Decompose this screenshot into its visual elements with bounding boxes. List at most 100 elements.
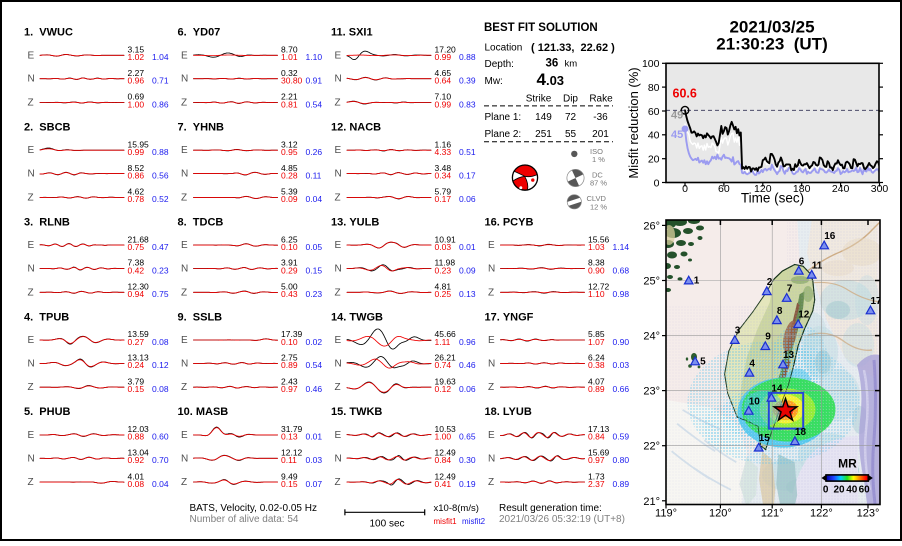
svg-text:km: km xyxy=(565,59,578,70)
svg-text:6: 6 xyxy=(799,256,805,267)
svg-text:2021/03/26 05:32:19 (UT+8): 2021/03/26 05:32:19 (UT+8) xyxy=(499,514,625,525)
svg-text:2: 2 xyxy=(767,277,773,288)
svg-text:0.03: 0.03 xyxy=(435,242,452,252)
svg-text:23°: 23° xyxy=(643,386,660,398)
svg-text:Z: Z xyxy=(488,477,494,488)
svg-text:0.86: 0.86 xyxy=(152,99,169,109)
svg-text:13: 13 xyxy=(783,350,795,361)
svg-text:8: 8 xyxy=(777,306,783,317)
svg-text:E: E xyxy=(181,145,188,156)
svg-text:Dip: Dip xyxy=(563,94,578,105)
svg-text:1.07: 1.07 xyxy=(588,337,605,347)
svg-text:Time (sec): Time (sec) xyxy=(741,190,804,205)
svg-text:45.66: 45.66 xyxy=(435,329,457,339)
svg-text:0.08: 0.08 xyxy=(152,337,169,347)
svg-text:3: 3 xyxy=(735,326,741,337)
svg-text:5.00: 5.00 xyxy=(281,282,298,292)
svg-text:0.04: 0.04 xyxy=(306,194,323,204)
svg-text:7: 7 xyxy=(787,284,793,295)
svg-text:0.92: 0.92 xyxy=(128,455,145,465)
svg-text:0.15: 0.15 xyxy=(306,265,323,275)
svg-text:0: 0 xyxy=(654,177,660,189)
svg-text:0.64: 0.64 xyxy=(435,76,452,86)
svg-text:45: 45 xyxy=(671,129,683,141)
svg-text:0.19: 0.19 xyxy=(459,479,476,489)
svg-text:3.79: 3.79 xyxy=(128,376,145,386)
svg-text:17.13: 17.13 xyxy=(588,424,610,434)
svg-text:1: 1 xyxy=(694,276,700,287)
svg-text:21°: 21° xyxy=(643,496,660,508)
svg-text:19.63: 19.63 xyxy=(435,376,457,386)
svg-text:0.43: 0.43 xyxy=(281,289,298,299)
svg-text:2.75: 2.75 xyxy=(281,353,298,363)
svg-text:2.37: 2.37 xyxy=(588,479,605,489)
svg-text:31.79: 31.79 xyxy=(281,424,303,434)
svg-text:0.46: 0.46 xyxy=(459,360,476,370)
svg-text:0.68: 0.68 xyxy=(613,265,630,275)
svg-text:Location: Location xyxy=(485,43,523,54)
svg-text:0.28: 0.28 xyxy=(281,170,298,180)
svg-text:N: N xyxy=(488,264,495,275)
svg-text:misfit2: misfit2 xyxy=(462,517,486,526)
svg-text:20: 20 xyxy=(648,154,660,166)
svg-text:0.97: 0.97 xyxy=(281,384,298,394)
svg-text:251: 251 xyxy=(535,129,552,140)
svg-text:15: 15 xyxy=(759,433,771,444)
svg-text:9. SSLB: 9. SSLB xyxy=(178,311,223,323)
svg-text:0.29: 0.29 xyxy=(281,265,298,275)
svg-text:Z: Z xyxy=(181,287,187,298)
svg-text:0.54: 0.54 xyxy=(306,99,323,109)
svg-text:Z: Z xyxy=(488,382,494,393)
svg-text:0.80: 0.80 xyxy=(613,455,630,465)
svg-text:0.81: 0.81 xyxy=(281,99,298,109)
svg-text:0.05: 0.05 xyxy=(306,242,323,252)
svg-text:87 %: 87 % xyxy=(590,179,607,188)
svg-text:Misfit reduction (%): Misfit reduction (%) xyxy=(626,67,641,178)
svg-text:25°: 25° xyxy=(643,276,660,288)
svg-text:149: 149 xyxy=(535,112,552,123)
svg-text:0.75: 0.75 xyxy=(128,242,145,252)
svg-text:12.72: 12.72 xyxy=(588,282,610,292)
svg-text:0.32: 0.32 xyxy=(281,68,298,78)
svg-text:N: N xyxy=(181,453,188,464)
svg-text:1.02: 1.02 xyxy=(128,52,145,62)
svg-text:4.07: 4.07 xyxy=(588,376,605,386)
svg-text:0.06: 0.06 xyxy=(459,384,476,394)
svg-text:Depth:: Depth: xyxy=(485,59,514,70)
svg-text:15.69: 15.69 xyxy=(588,448,610,458)
svg-text:0.24: 0.24 xyxy=(128,360,145,370)
svg-text:12.12: 12.12 xyxy=(281,448,303,458)
svg-text:121°: 121° xyxy=(761,508,784,520)
svg-text:N: N xyxy=(28,358,35,369)
svg-text:10: 10 xyxy=(749,396,761,407)
svg-text:21.68: 21.68 xyxy=(128,234,150,244)
svg-text:0.52: 0.52 xyxy=(152,194,169,204)
svg-text:10.53: 10.53 xyxy=(435,424,457,434)
svg-text:15. TWKB: 15. TWKB xyxy=(331,406,382,418)
svg-text:Mw:: Mw: xyxy=(485,76,503,87)
svg-text:60: 60 xyxy=(648,106,660,118)
svg-text:18: 18 xyxy=(795,427,807,438)
svg-text:Rake: Rake xyxy=(589,94,613,105)
svg-text:18. LYUB: 18. LYUB xyxy=(485,406,532,418)
svg-text:E: E xyxy=(28,145,35,156)
svg-text:0.17: 0.17 xyxy=(435,194,452,204)
svg-text:0.59: 0.59 xyxy=(613,432,630,442)
svg-text:0.88: 0.88 xyxy=(152,147,169,157)
svg-text:1.16: 1.16 xyxy=(435,139,452,149)
svg-text:N: N xyxy=(28,169,35,180)
svg-text:E: E xyxy=(28,50,35,61)
svg-text:0.54: 0.54 xyxy=(306,360,323,370)
svg-text:4.33: 4.33 xyxy=(435,147,452,157)
svg-text:0.27: 0.27 xyxy=(128,337,145,347)
svg-text:0.70: 0.70 xyxy=(152,455,169,465)
svg-text:12 %: 12 % xyxy=(590,203,607,212)
svg-text:0.08: 0.08 xyxy=(128,479,145,489)
svg-text:15.95: 15.95 xyxy=(128,139,150,149)
svg-text:0.23: 0.23 xyxy=(435,265,452,275)
svg-text:0.12: 0.12 xyxy=(152,360,169,370)
svg-text:-36: -36 xyxy=(593,112,608,123)
svg-text:13.59: 13.59 xyxy=(128,329,150,339)
svg-text:N: N xyxy=(181,264,188,275)
svg-text:0.83: 0.83 xyxy=(459,99,476,109)
